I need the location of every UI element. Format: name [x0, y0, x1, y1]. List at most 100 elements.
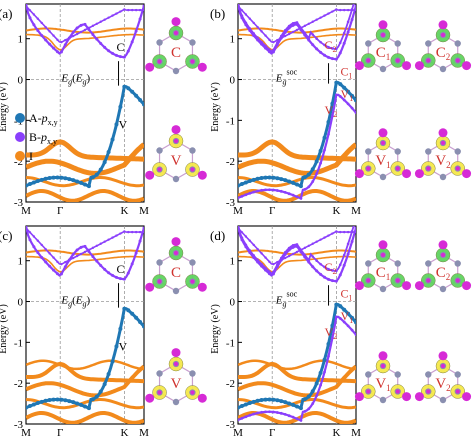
B-band-upper-point: [244, 235, 248, 238]
B-conduction-band-2-point: [276, 41, 279, 44]
orbital-lobe: [435, 247, 451, 263]
B-valence-band-2-point: [311, 402, 315, 405]
A-valence-band-point: [259, 398, 264, 403]
band-label-c1: C1: [341, 286, 353, 302]
B-valence-band-2-point: [303, 410, 307, 413]
B-conduction-band-point: [111, 51, 115, 55]
B-conduction-band-point: [59, 50, 63, 54]
orbital-lobe: [152, 385, 167, 400]
orbital-lobe: [390, 53, 405, 68]
y-tick-label: -1: [226, 115, 235, 127]
A-valence-band-point: [283, 400, 288, 405]
molecule-label: C1: [376, 265, 391, 282]
legend-text: I: [29, 149, 33, 163]
atom-a: [156, 370, 163, 377]
B-valence-band-2-point: [244, 193, 248, 197]
B-conduction-band-2-point: [283, 29, 287, 32]
B-conduction-band-2-point: [327, 267, 330, 271]
B-band-upper-point: [64, 38, 67, 42]
orbital-lobe: [390, 161, 405, 176]
molecule-label: V1: [375, 153, 390, 170]
B-conduction-band-point: [99, 264, 103, 268]
molecule-label-main: V: [375, 376, 386, 392]
B-band-upper-point: [36, 239, 39, 242]
A-valence-band-point: [55, 397, 60, 402]
gap-annotation: Egsoc: [275, 290, 298, 309]
band-label-v: V: [119, 118, 128, 132]
legend-label-b: B-px,y: [29, 130, 57, 146]
B-valence-band-2-point: [334, 93, 338, 97]
gap-text-part: E: [275, 73, 283, 85]
A-valence-band-point: [350, 93, 355, 98]
A-valence-band-point: [279, 177, 284, 182]
molecule-label: C: [171, 45, 181, 61]
B-conduction-band-2-point: [331, 47, 334, 50]
B-valence-band-2-point: [244, 415, 248, 419]
orbital-lobe: [450, 384, 465, 399]
B-band-upper-point: [127, 8, 130, 12]
atom-a: [439, 396, 447, 404]
B-conduction-band-2-point: [299, 26, 303, 30]
atom-b: [402, 61, 412, 71]
B-band-upper-point: [83, 250, 87, 254]
atom-b: [171, 125, 181, 135]
y-tick-label: -3: [226, 197, 236, 209]
atom-a: [454, 260, 461, 267]
legend-text: x,y: [48, 118, 58, 127]
atom-b: [145, 393, 155, 403]
A-valence-band-point: [334, 80, 339, 85]
B-band-upper-point: [339, 8, 342, 12]
A-valence-band-point: [79, 180, 84, 185]
y-axis-label: Energy (eV): [210, 304, 221, 354]
B-valence-band-2-point: [252, 412, 256, 416]
gap-text-part: E: [60, 73, 68, 85]
A-valence-band-point: [302, 175, 307, 180]
B-conduction-band-2-point: [311, 33, 315, 36]
B-band-upper-point: [60, 40, 63, 44]
B-conduction-band-point: [319, 272, 323, 276]
B-band-upper-point: [252, 21, 255, 25]
A-valence-band-point: [102, 160, 107, 165]
B-conduction-band-2-point: [346, 20, 350, 24]
atom-a: [189, 147, 196, 154]
y-tick-label: 0: [18, 75, 24, 87]
orbital-lobe: [361, 53, 376, 68]
B-band-upper-point: [311, 20, 314, 23]
B-valence-band-2-point: [323, 148, 326, 152]
B-band-upper-point: [319, 238, 322, 241]
B-conduction-band-point: [134, 29, 138, 33]
panel-letter: (d): [210, 228, 225, 243]
atom-b: [145, 170, 155, 180]
B-band-upper-point: [75, 254, 79, 258]
x-tick-label: K: [121, 427, 129, 439]
orbital-lobe: [375, 27, 391, 43]
B-conduction-band-2-point: [264, 266, 267, 270]
A-valence-band-point: [31, 402, 36, 407]
I-band-v5: [26, 359, 144, 371]
A-valence-band-point: [130, 311, 135, 316]
A-valence-band-point: [75, 179, 80, 184]
B-valence-band-2-point: [264, 188, 267, 192]
molecule-label-sub: 1: [386, 383, 391, 393]
orbital-lobe: [185, 385, 200, 400]
atom-b: [197, 282, 207, 292]
gap-text-part: (: [72, 73, 76, 85]
atom-a: [365, 260, 372, 267]
B-conduction-band-point: [319, 50, 323, 54]
B-valence-band-2-point: [354, 333, 356, 337]
atom-a: [454, 40, 461, 47]
y-tick-label: 1: [18, 256, 24, 268]
A-valence-band-point: [35, 401, 40, 406]
A-valence-band-point: [114, 344, 119, 349]
B-conduction-band-point: [48, 264, 52, 268]
I-band-top: [238, 249, 356, 256]
y-tick-label: -3: [226, 419, 236, 431]
atom-b: [171, 348, 181, 358]
B-band-upper-point: [72, 34, 75, 38]
B-conduction-band-point: [107, 49, 111, 53]
x-tick-label: M: [233, 205, 243, 217]
B-conduction-band-point: [307, 38, 311, 42]
B-band-upper-point: [87, 26, 91, 30]
B-band-upper-point: [56, 38, 59, 42]
B-band-upper-point: [56, 260, 59, 264]
